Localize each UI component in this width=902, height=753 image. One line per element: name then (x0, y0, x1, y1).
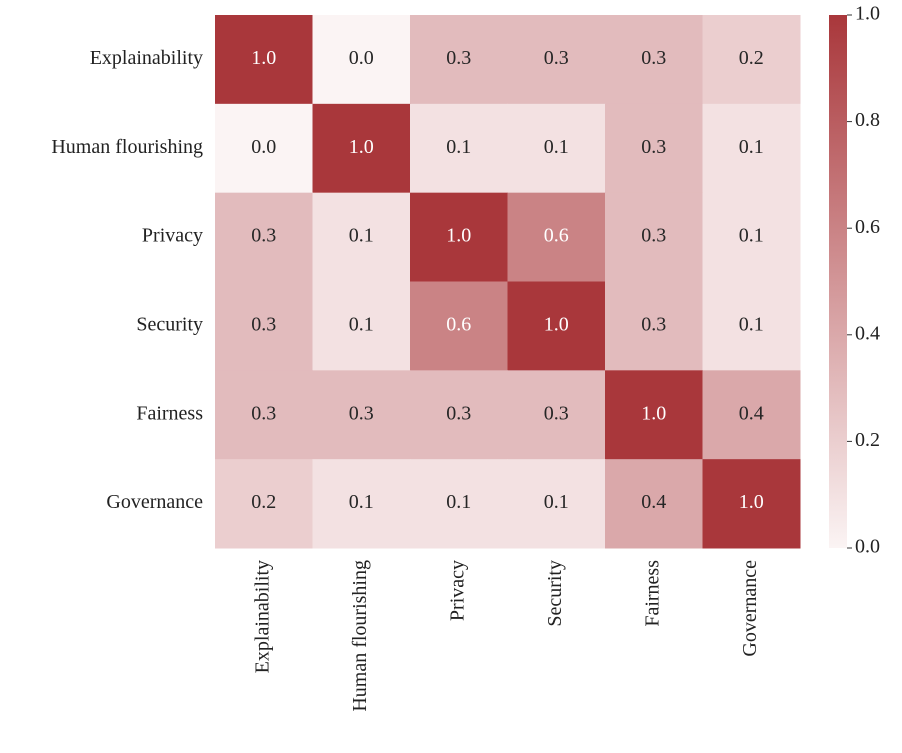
heatmap-cell (312, 281, 411, 371)
cell-label: 0.6 (446, 314, 471, 336)
heatmap-cell (702, 281, 801, 371)
cell-label: 1.0 (544, 314, 569, 336)
colorbar (829, 15, 847, 548)
x-tick-label: Privacy (446, 560, 468, 621)
cell-label: 0.3 (544, 47, 569, 69)
heatmap-cell (507, 370, 606, 460)
colorbar-tick-label: 0.6 (855, 216, 880, 238)
heatmap-cell (507, 281, 606, 371)
cell-label: 0.1 (349, 225, 374, 247)
heatmap-cell (702, 370, 801, 460)
cell-label: 0.3 (251, 225, 276, 247)
cell-label: 0.4 (641, 491, 666, 513)
cell-label: 0.1 (739, 136, 764, 158)
heatmap-cell (605, 281, 703, 371)
x-tick-label: Fairness (641, 560, 663, 627)
cell-label: 0.1 (349, 491, 374, 513)
cell-label: 0.3 (641, 225, 666, 247)
cell-label: 0.6 (544, 225, 569, 247)
heatmap-cell (507, 192, 606, 282)
heatmap-cell (702, 192, 801, 282)
cell-label: 0.3 (641, 47, 666, 69)
heatmap-cell (410, 192, 508, 282)
cell-label: 1.0 (641, 402, 666, 424)
cell-label: 0.2 (739, 47, 764, 69)
cell-label: 0.1 (544, 491, 569, 513)
cell-label: 0.3 (446, 402, 471, 424)
heatmap-cell (702, 459, 801, 549)
cell-label: 0.1 (446, 136, 471, 158)
cell-label: 1.0 (446, 225, 471, 247)
heatmap-cell (410, 15, 508, 105)
heatmap-cell (410, 103, 508, 194)
heatmap-cell (605, 459, 703, 549)
cell-label: 0.0 (251, 136, 276, 158)
colorbar-tick-label: 0.8 (855, 109, 880, 131)
heatmap-cell (215, 281, 313, 371)
heatmap-cell (410, 281, 508, 371)
y-tick-label: Security (136, 314, 203, 336)
cell-label: 1.0 (349, 136, 374, 158)
heatmap-cell (312, 103, 411, 194)
y-tick-label: Explainability (90, 47, 203, 69)
heatmap-cell (507, 459, 606, 549)
heatmap-cell (702, 103, 801, 194)
cell-label: 0.1 (446, 491, 471, 513)
heatmap-cell (312, 192, 411, 282)
heatmap-cell (410, 370, 508, 460)
y-tick-label: Governance (106, 491, 203, 513)
cell-label: 1.0 (739, 491, 764, 513)
colorbar-tick-label: 0.2 (855, 429, 880, 451)
colorbar-tick-label: 0.0 (855, 536, 880, 558)
heatmap-cell (410, 459, 508, 549)
heatmap-cell (605, 15, 703, 105)
cell-label: 0.3 (641, 314, 666, 336)
heatmap-cell (702, 15, 801, 105)
heatmap-cell (215, 103, 313, 194)
heatmap-cell (605, 192, 703, 282)
cell-label: 0.3 (446, 47, 471, 69)
cell-label: 0.0 (349, 47, 374, 69)
x-tick-label: Governance (739, 560, 761, 657)
heatmap-cell (605, 370, 703, 460)
cell-label: 0.1 (544, 136, 569, 158)
heatmap-cell (215, 192, 313, 282)
cell-label: 0.3 (349, 402, 374, 424)
cell-label: 0.1 (739, 314, 764, 336)
heatmap-cell (507, 15, 606, 105)
x-tick-label: Explainability (251, 560, 273, 673)
y-tick-label: Human flourishing (51, 136, 203, 158)
y-tick-label: Fairness (136, 402, 203, 424)
cell-label: 1.0 (251, 47, 276, 69)
heatmap-cell (507, 103, 606, 194)
heatmap-cell (215, 15, 313, 105)
cell-label: 0.2 (251, 491, 276, 513)
heatmap-cell (312, 459, 411, 549)
cell-label: 0.3 (544, 402, 569, 424)
heatmap-cell (215, 370, 313, 460)
cell-label: 0.1 (349, 314, 374, 336)
cell-label: 0.3 (251, 402, 276, 424)
cell-label: 0.3 (251, 314, 276, 336)
colorbar-tick-label: 0.4 (855, 322, 880, 344)
cell-label: 0.3 (641, 136, 666, 158)
x-tick-label: Human flourishing (349, 560, 371, 712)
heatmap-cell (605, 103, 703, 194)
heatmap-cell (215, 459, 313, 549)
cell-label: 0.1 (739, 225, 764, 247)
y-tick-label: Privacy (142, 225, 203, 247)
heatmap-cell (312, 15, 411, 105)
x-tick-label: Security (544, 560, 566, 627)
colorbar-tick-label: 1.0 (855, 3, 880, 25)
heatmap-cell (312, 370, 411, 460)
cell-label: 0.4 (739, 402, 764, 424)
